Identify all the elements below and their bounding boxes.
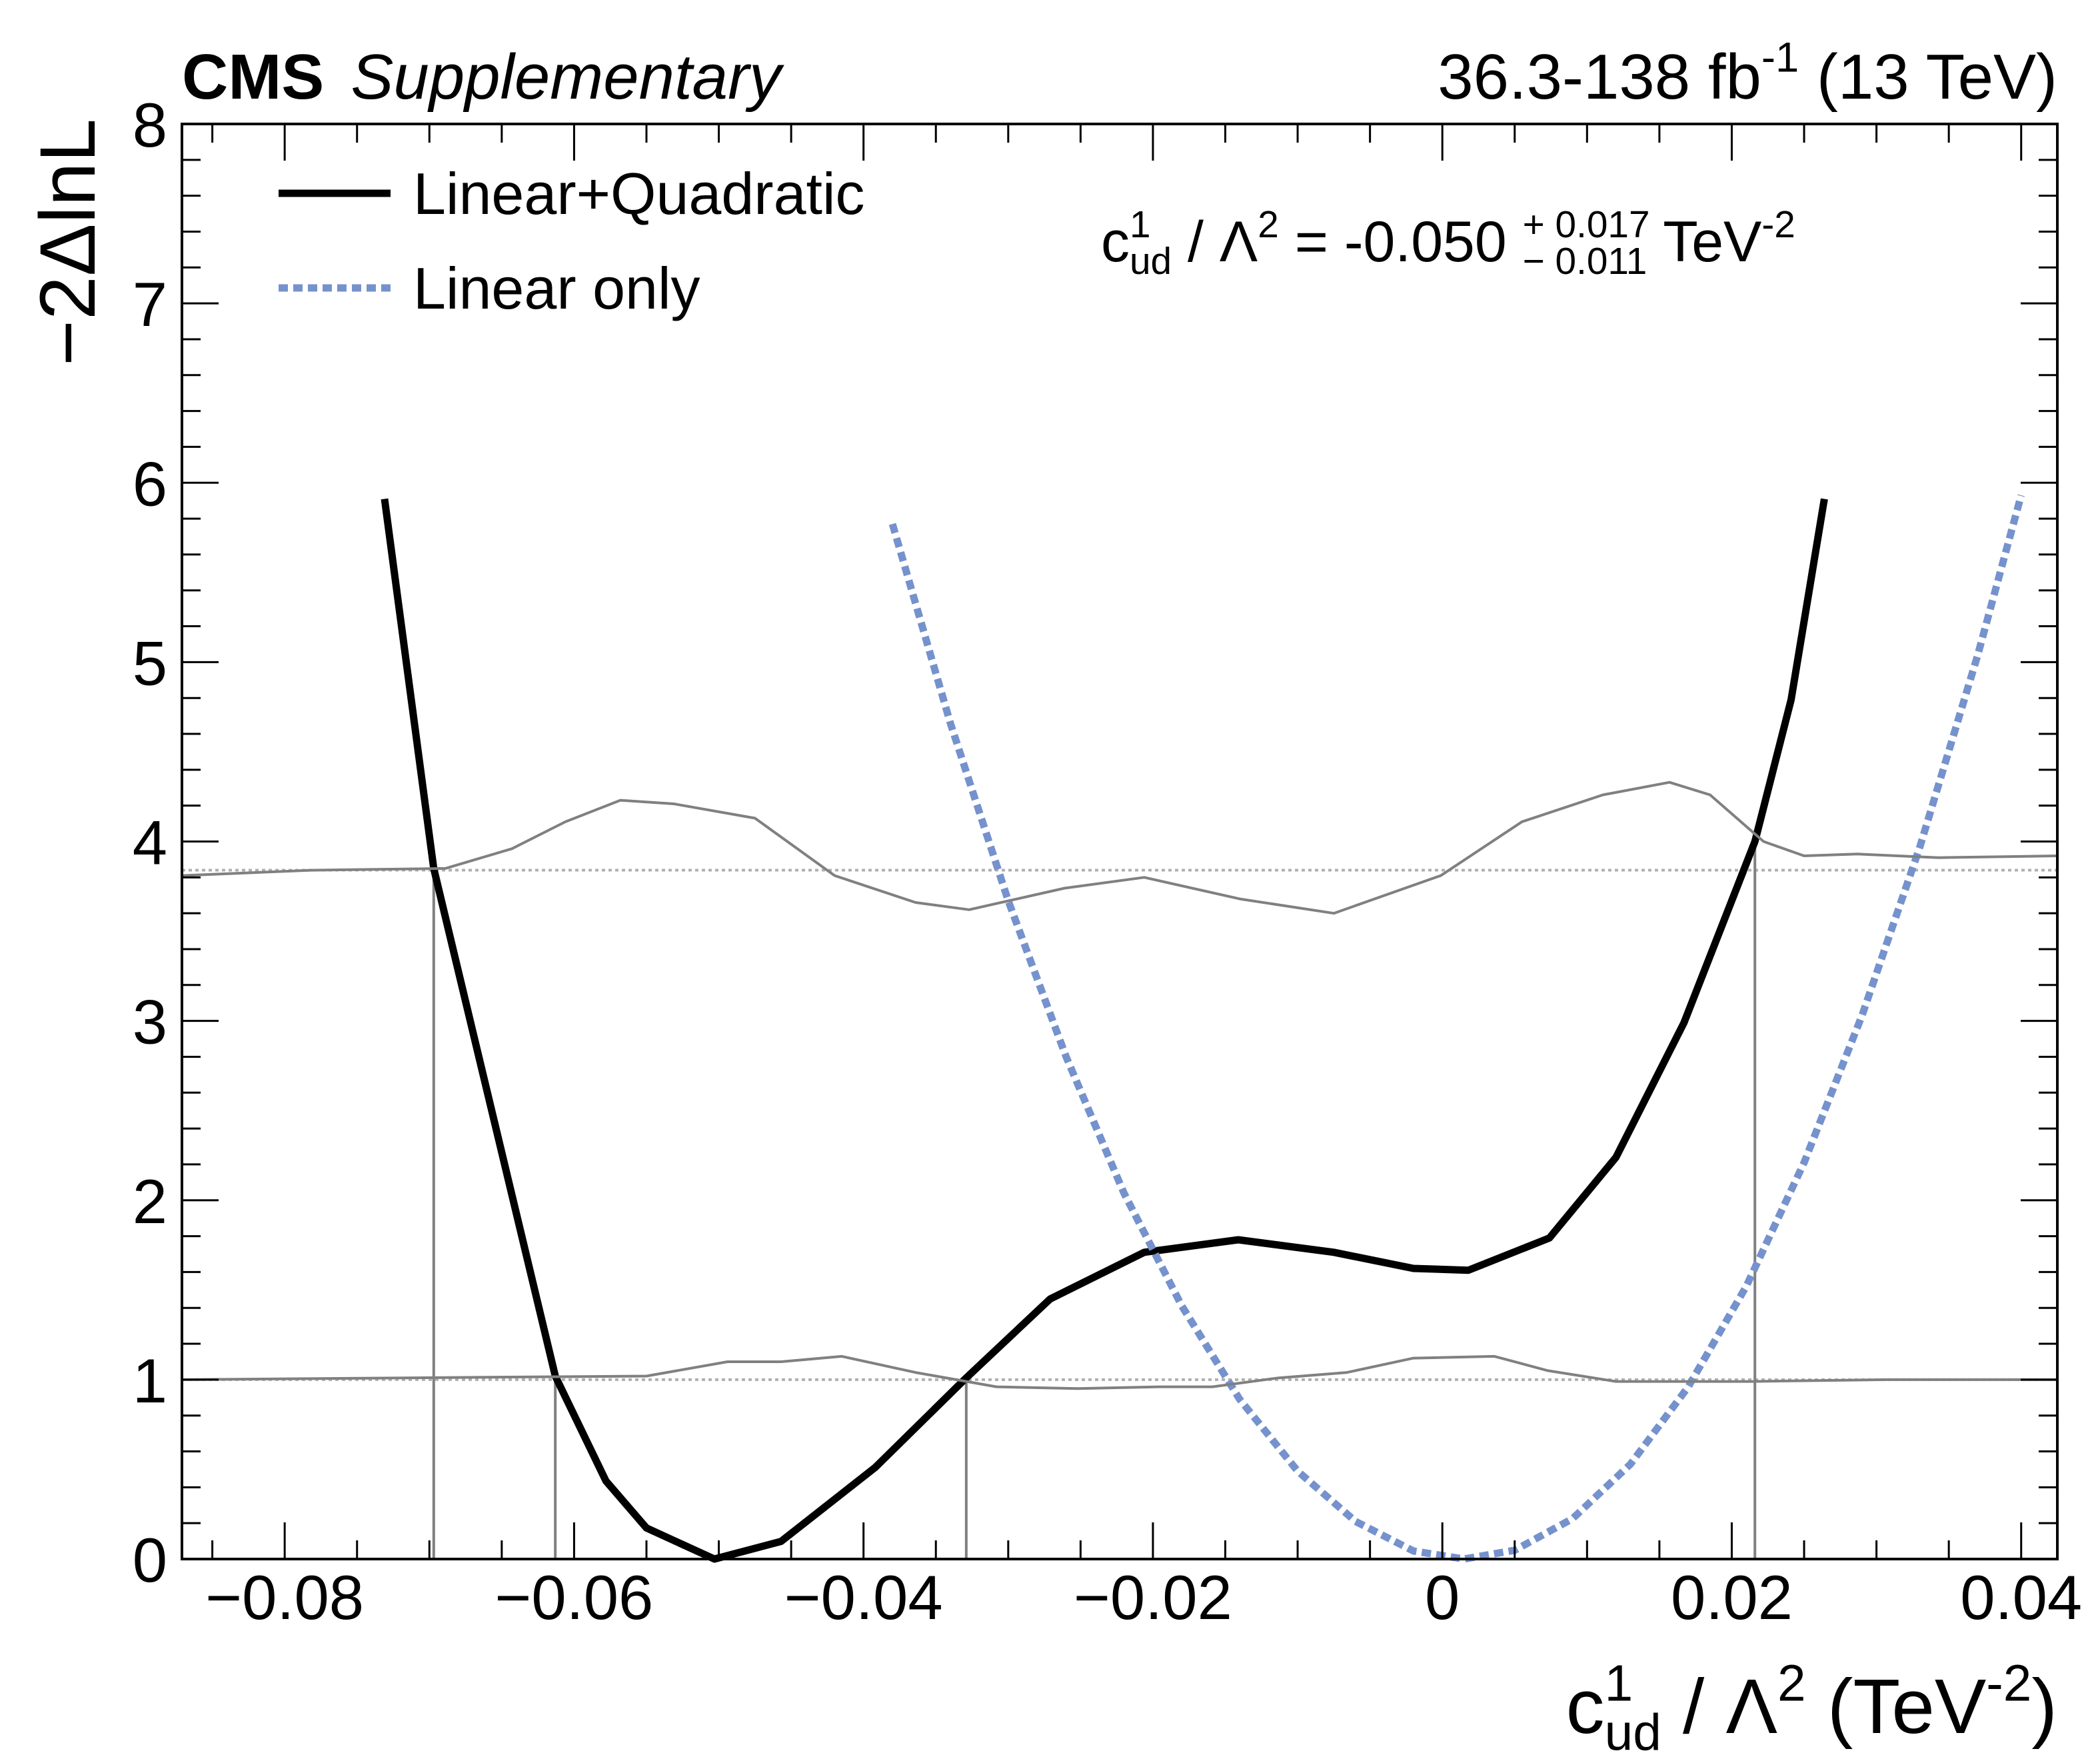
text-part: 1	[1130, 204, 1151, 246]
band-line	[181, 781, 2058, 915]
text-part: − 0.011	[1523, 241, 1647, 283]
text-part: -1	[1761, 35, 1799, 81]
text-part: ud	[1605, 1705, 1661, 1762]
y-axis-label: −2ΔlnL	[24, 119, 112, 366]
band-line	[181, 1354, 2057, 1390]
y-tick-label: 3	[133, 987, 167, 1057]
legend-label: Linear only	[413, 255, 700, 321]
text-part: / Λ	[1661, 1663, 1777, 1750]
text-part: 36.3-138 fb	[1438, 41, 1761, 113]
chart-subtitle: Supplementary	[351, 41, 784, 113]
text-part: (13 TeV)	[1799, 41, 2057, 113]
curve	[888, 494, 2025, 1563]
x-tick-label: 0.02	[1671, 1562, 1793, 1632]
text-part: ud	[1130, 241, 1172, 283]
annotation: c1 ud / Λ2 = -0.050 + 0.017− 0.011 TeV-2	[1101, 204, 1795, 283]
text-part: TeV	[1647, 210, 1761, 274]
text-part: 1	[1605, 1655, 1633, 1712]
text-part: (TeV	[1806, 1663, 1987, 1750]
legend-label: Linear+Quadratic	[413, 161, 865, 227]
chart-title: CMS	[182, 41, 324, 113]
text-part: 2	[1258, 204, 1279, 246]
y-tick-label: 7	[133, 269, 167, 339]
y-tick-label: 1	[133, 1346, 167, 1416]
x-tick-label: −0.08	[205, 1562, 364, 1632]
x-tick-label: −0.02	[1074, 1562, 1232, 1632]
y-tick-label: 0	[133, 1525, 167, 1595]
lumi-label: 36.3-138 fb-1 (13 TeV)	[1438, 35, 2057, 113]
x-tick-label: 0	[1425, 1562, 1460, 1632]
x-tick-label: −0.06	[495, 1562, 653, 1632]
text-part: c	[1566, 1663, 1605, 1750]
x-tick-label: 0.04	[1960, 1562, 2082, 1632]
curve	[381, 498, 1828, 1563]
y-tick-label: 8	[133, 90, 167, 160]
text-part: / Λ	[1172, 210, 1258, 274]
text-part: )	[2031, 1663, 2057, 1750]
y-tick-label: 5	[133, 628, 167, 698]
text-part: 2	[1777, 1655, 1806, 1712]
text-part: -2	[1986, 1655, 2031, 1712]
text-part: -2	[1761, 204, 1795, 246]
y-tick-label: 6	[133, 449, 167, 519]
y-tick-label: 2	[133, 1166, 167, 1236]
text-part: c	[1101, 210, 1130, 274]
x-axis-label: c1 ud / Λ2 (TeV-2)	[1566, 1655, 2057, 1761]
text-part: + 0.017	[1523, 204, 1650, 246]
text-part: = -0.050	[1279, 210, 1523, 274]
x-tick-label: −0.04	[784, 1562, 943, 1632]
y-tick-label: 4	[133, 808, 167, 878]
